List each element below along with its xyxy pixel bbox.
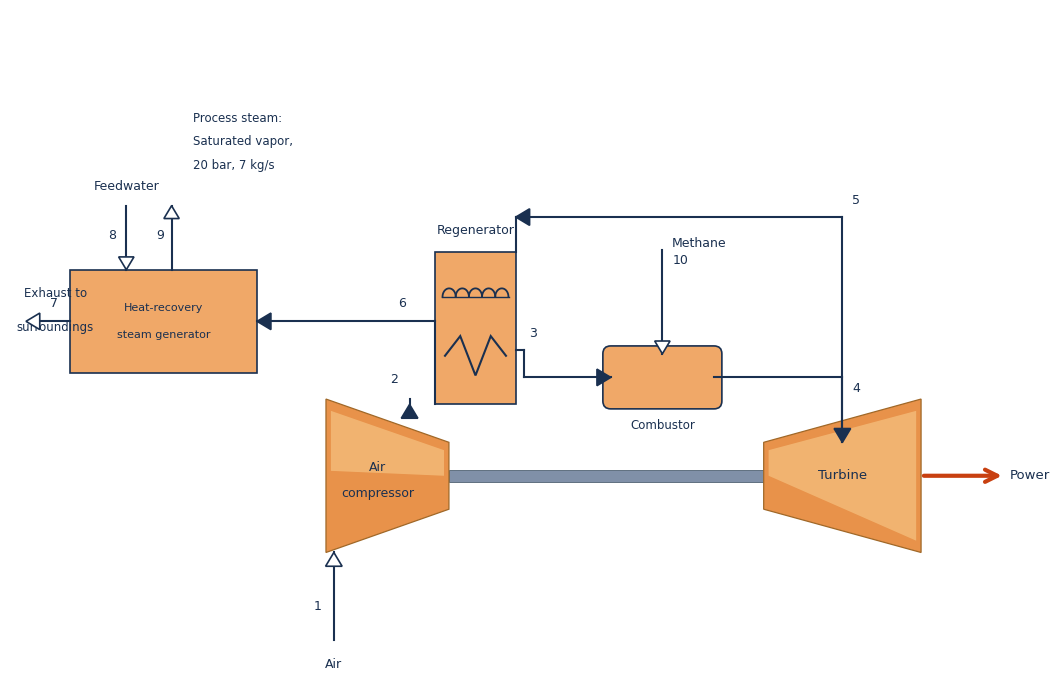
FancyBboxPatch shape [435, 252, 516, 404]
Text: Process steam:: Process steam: [193, 111, 283, 124]
FancyBboxPatch shape [602, 346, 722, 409]
Text: 4: 4 [852, 382, 860, 395]
Text: 3: 3 [529, 327, 537, 340]
Text: Air: Air [325, 658, 343, 671]
Text: 6: 6 [398, 296, 406, 309]
FancyBboxPatch shape [71, 270, 257, 373]
Text: Exhaust to: Exhaust to [24, 287, 88, 300]
Polygon shape [401, 404, 418, 418]
Polygon shape [764, 399, 921, 553]
Polygon shape [257, 313, 271, 330]
Text: Saturated vapor,: Saturated vapor, [193, 135, 293, 148]
Polygon shape [655, 341, 670, 354]
Text: surroundings: surroundings [17, 321, 94, 335]
Text: Power: Power [1010, 469, 1050, 482]
Polygon shape [597, 369, 611, 386]
Text: Air: Air [369, 462, 386, 475]
Text: 2: 2 [390, 373, 398, 386]
Polygon shape [331, 411, 444, 476]
FancyBboxPatch shape [449, 470, 764, 482]
Polygon shape [326, 553, 342, 566]
Polygon shape [516, 209, 530, 225]
Text: steam generator: steam generator [117, 330, 210, 340]
Text: 5: 5 [852, 194, 860, 207]
Text: Heat-recovery: Heat-recovery [124, 303, 204, 313]
Text: Combustor: Combustor [630, 419, 695, 432]
Text: 20 bar, 7 kg/s: 20 bar, 7 kg/s [193, 159, 274, 172]
Polygon shape [326, 399, 449, 553]
Polygon shape [26, 313, 40, 330]
Text: 1: 1 [314, 600, 322, 613]
Polygon shape [835, 428, 850, 443]
Polygon shape [769, 411, 916, 541]
Text: Feedwater: Feedwater [94, 180, 159, 193]
Text: Turbine: Turbine [818, 469, 867, 482]
Text: compressor: compressor [341, 487, 415, 500]
Text: 7: 7 [51, 296, 58, 309]
Text: Regenerator: Regenerator [437, 224, 515, 237]
Polygon shape [164, 206, 179, 219]
Text: 8: 8 [109, 229, 116, 242]
Text: Methane: Methane [672, 236, 727, 249]
Text: 10: 10 [672, 255, 688, 268]
Polygon shape [118, 257, 134, 270]
Text: 9: 9 [156, 229, 164, 242]
